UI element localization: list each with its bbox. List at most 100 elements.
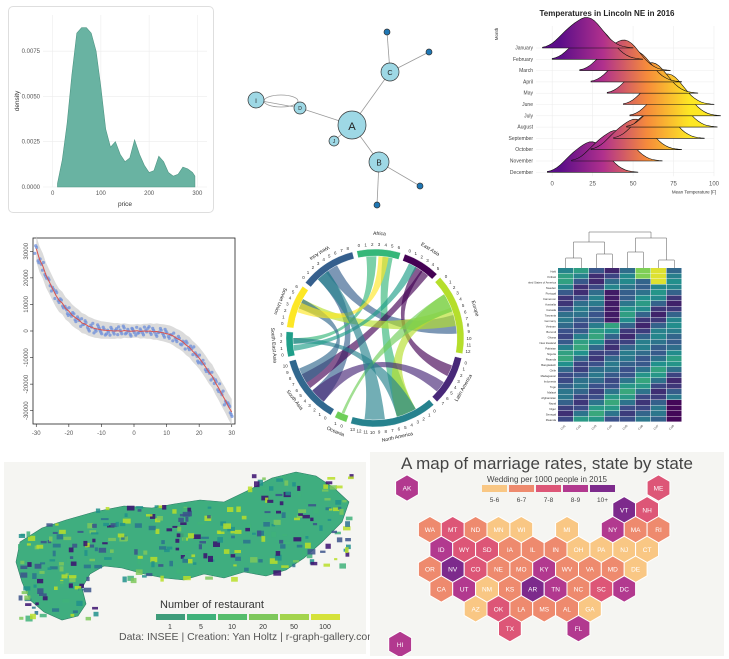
- heatmap-cell: [573, 345, 589, 351]
- heatmap-cell: [635, 323, 651, 329]
- chord-ribbon: [341, 294, 453, 414]
- heatmap-cell: [558, 378, 573, 384]
- choropleth-commune: [335, 485, 343, 489]
- scatter-point: [132, 331, 136, 335]
- choropleth-commune: [302, 514, 310, 519]
- choropleth-legend-swatch: [249, 614, 278, 620]
- choropleth-commune: [188, 559, 193, 564]
- chord-ribbon: [317, 270, 385, 420]
- heatmap-column-label: Col1: [560, 424, 567, 431]
- scatter-point: [74, 320, 78, 324]
- heatmap-column-label: Col6: [637, 424, 644, 431]
- scatter-point: [108, 333, 112, 337]
- heatmap-cell: [651, 301, 666, 307]
- heatmap-cell: [666, 367, 682, 373]
- heatmap-cell: [635, 378, 651, 384]
- choropleth-commune: [130, 577, 137, 584]
- heatmap-cell: [558, 295, 573, 301]
- scatter-point: [135, 325, 139, 329]
- chord-sector-tick: 5: [450, 391, 453, 396]
- choropleth-commune: [327, 518, 332, 521]
- density-chart: 0.0000 0.0025 0.0050 0.0075 0 100 200 300 price d…: [14, 15, 207, 208]
- hexmap-state-label: AZ: [471, 606, 479, 613]
- network-node: [380, 62, 400, 82]
- heatmap-cell: [651, 306, 666, 312]
- hexmap-state-label: AL: [563, 606, 571, 613]
- heatmap-cell: [573, 383, 589, 389]
- heatmap-cell: [589, 411, 604, 417]
- chord-sector-tick: 5: [462, 303, 465, 308]
- heatmap-cell: [651, 367, 666, 373]
- choropleth-commune: [52, 531, 58, 534]
- chord-sector-arc: [334, 410, 349, 423]
- heatmap-cell: [589, 295, 604, 301]
- hexmap-state-label: IN: [552, 547, 559, 554]
- scatter-y-tick: 20000: [24, 269, 30, 286]
- heatmap-row-label: Canada: [546, 308, 556, 312]
- choropleth-commune: [180, 532, 188, 538]
- heatmap-cell: [573, 356, 589, 362]
- chord-sector-arc: [288, 359, 335, 416]
- hexmap-state-hex: [395, 474, 419, 502]
- heatmap-row-label: Portugal: [546, 291, 557, 295]
- choropleth-commune: [213, 541, 220, 547]
- heatmap-cell: [635, 356, 651, 362]
- chord-sector-tick: 2: [312, 265, 315, 270]
- heatmap-cell: [589, 301, 604, 307]
- chord-sector-tick: 2: [453, 285, 456, 290]
- choropleth-commune: [273, 570, 282, 576]
- choropleth-commune: [345, 547, 349, 553]
- chord-sector-tick: 3: [280, 333, 283, 338]
- choropleth-commune: [38, 581, 44, 588]
- heatmap-column-label: Col4: [606, 424, 613, 431]
- choropleth-commune: [179, 513, 188, 517]
- choropleth-commune: [308, 504, 317, 507]
- heatmap-cell: [666, 306, 682, 312]
- choropleth-commune: [49, 536, 53, 542]
- choropleth-commune: [92, 606, 98, 610]
- heatmap-cell: [558, 312, 573, 318]
- choropleth-commune: [345, 538, 351, 542]
- choropleth-commune: [18, 595, 23, 601]
- heatmap-cell: [589, 317, 604, 323]
- heatmap-cell: [620, 389, 635, 395]
- choropleth-commune: [23, 586, 31, 591]
- ridgeline-month-label: June: [522, 102, 533, 108]
- choropleth-commune: [176, 569, 181, 574]
- scatter-point: [94, 329, 98, 333]
- scatter-point: [41, 260, 46, 265]
- chord-sector-tick: 4: [454, 385, 457, 390]
- scatter-point: [197, 353, 202, 357]
- heatmap-column-label: Col3: [591, 424, 598, 431]
- scatter-point: [116, 333, 120, 337]
- chord-sector-tick: 1: [282, 315, 285, 320]
- chord-sector-tick: 1: [428, 413, 431, 418]
- heatmap-row-label: Kiribati: [547, 275, 556, 279]
- hexmap-state-label: MO: [516, 567, 526, 574]
- ridgeline-month-label: April: [523, 79, 533, 85]
- choropleth-commune: [233, 564, 237, 567]
- chord-sector-tick: 0: [302, 275, 305, 280]
- heatmap-row-label: New Zealand: [540, 341, 557, 345]
- chord-sector-arc: [286, 285, 309, 329]
- heatmap-cell: [573, 350, 589, 356]
- chord-sector-tick: 10: [283, 364, 289, 369]
- chord-ribbon: [297, 256, 389, 319]
- scatter-point: [33, 251, 37, 255]
- heatmap-cell: [635, 350, 651, 356]
- choropleth-commune: [54, 586, 58, 590]
- scatter-point: [218, 382, 222, 386]
- chord-sector-tick: 2: [280, 339, 283, 344]
- heatmap-cell: [651, 394, 666, 400]
- heatmap-cell: [604, 378, 620, 384]
- chord-sector-tick: 4: [304, 398, 307, 403]
- heatmap-cell: [635, 367, 651, 373]
- heatmap-cell: [604, 306, 620, 312]
- chord-sector-arc: [434, 277, 465, 355]
- chord-sector-tick: 7: [292, 382, 295, 387]
- hexmap-state-label: WY: [459, 547, 470, 554]
- chord-sector-tick: 1: [307, 270, 310, 275]
- scatter-point: [114, 327, 119, 331]
- ridgeline-month-label: August: [517, 125, 533, 131]
